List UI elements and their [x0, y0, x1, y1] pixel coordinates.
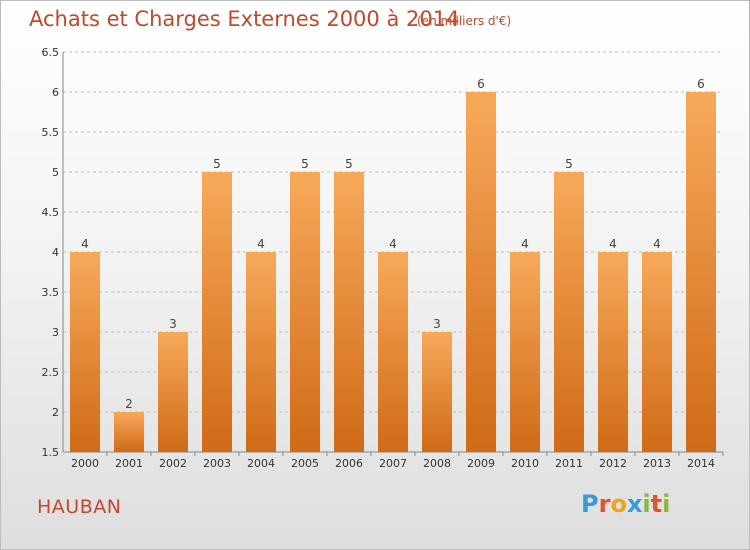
x-tick-label: 2011: [555, 457, 583, 470]
y-tick-label: 4.5: [42, 206, 60, 219]
unit-note: (en milliers d'€): [417, 14, 512, 28]
data-label: 6: [697, 77, 705, 91]
y-tick-label: 6: [52, 86, 59, 99]
bar: [290, 172, 320, 452]
bar: [686, 92, 716, 452]
logo-letter: o: [610, 490, 627, 518]
bar: [158, 332, 188, 452]
x-tick-label: 2014: [687, 457, 715, 470]
x-tick-label: 2007: [379, 457, 407, 470]
data-label: 4: [389, 237, 397, 251]
x-tick-label: 2003: [203, 457, 231, 470]
x-tick-label: 2012: [599, 457, 627, 470]
x-tick-label: 2002: [159, 457, 187, 470]
x-tick-label: 2006: [335, 457, 363, 470]
data-label: 2: [125, 397, 133, 411]
x-tick-label: 2004: [247, 457, 275, 470]
logo-letter: i: [662, 490, 671, 518]
x-tick-label: 2005: [291, 457, 319, 470]
data-label: 4: [653, 237, 661, 251]
y-tick-label: 2.5: [42, 366, 60, 379]
y-tick-label: 5: [52, 166, 59, 179]
bar: [114, 412, 144, 452]
y-tick-label: 6.5: [42, 46, 60, 59]
data-label: 5: [345, 157, 353, 171]
data-label: 4: [521, 237, 529, 251]
logo-letter: t: [650, 490, 663, 518]
logo-letter: i: [642, 490, 651, 518]
x-tick-label: 2013: [643, 457, 671, 470]
y-tick-label: 1.5: [42, 446, 60, 459]
bar: [466, 92, 496, 452]
data-label: 6: [477, 77, 485, 91]
bar: [334, 172, 364, 452]
bar: [510, 252, 540, 452]
x-tick-label: 2009: [467, 457, 495, 470]
x-tick-label: 2001: [115, 457, 143, 470]
proxiti-logo: Proxiti: [581, 490, 670, 518]
y-tick-label: 2: [52, 406, 59, 419]
bar: [554, 172, 584, 452]
x-tick-label: 2008: [423, 457, 451, 470]
logo-letter: P: [581, 490, 599, 518]
data-label: 3: [433, 317, 441, 331]
data-label: 5: [213, 157, 221, 171]
data-label: 3: [169, 317, 177, 331]
bar: [246, 252, 276, 452]
bar: [70, 252, 100, 452]
data-label: 4: [609, 237, 617, 251]
bar: [422, 332, 452, 452]
bar: [598, 252, 628, 452]
chart-title: Achats et Charges Externes 2000 à 2014: [29, 7, 460, 31]
data-label: 5: [301, 157, 309, 171]
data-label: 4: [257, 237, 265, 251]
y-tick-label: 5.5: [42, 126, 60, 139]
x-tick-label: 2010: [511, 457, 539, 470]
logo-letter: r: [598, 490, 611, 518]
y-tick-label: 3: [52, 326, 59, 339]
bar: [642, 252, 672, 452]
y-tick-label: 3.5: [42, 286, 60, 299]
logo-letter: x: [626, 490, 643, 518]
x-tick-label: 2000: [71, 457, 99, 470]
bar: [378, 252, 408, 452]
bar: [202, 172, 232, 452]
place-name: HAUBAN: [37, 496, 122, 518]
data-label: 5: [565, 157, 573, 171]
data-label: 4: [81, 237, 89, 251]
y-tick-label: 4: [52, 246, 59, 259]
